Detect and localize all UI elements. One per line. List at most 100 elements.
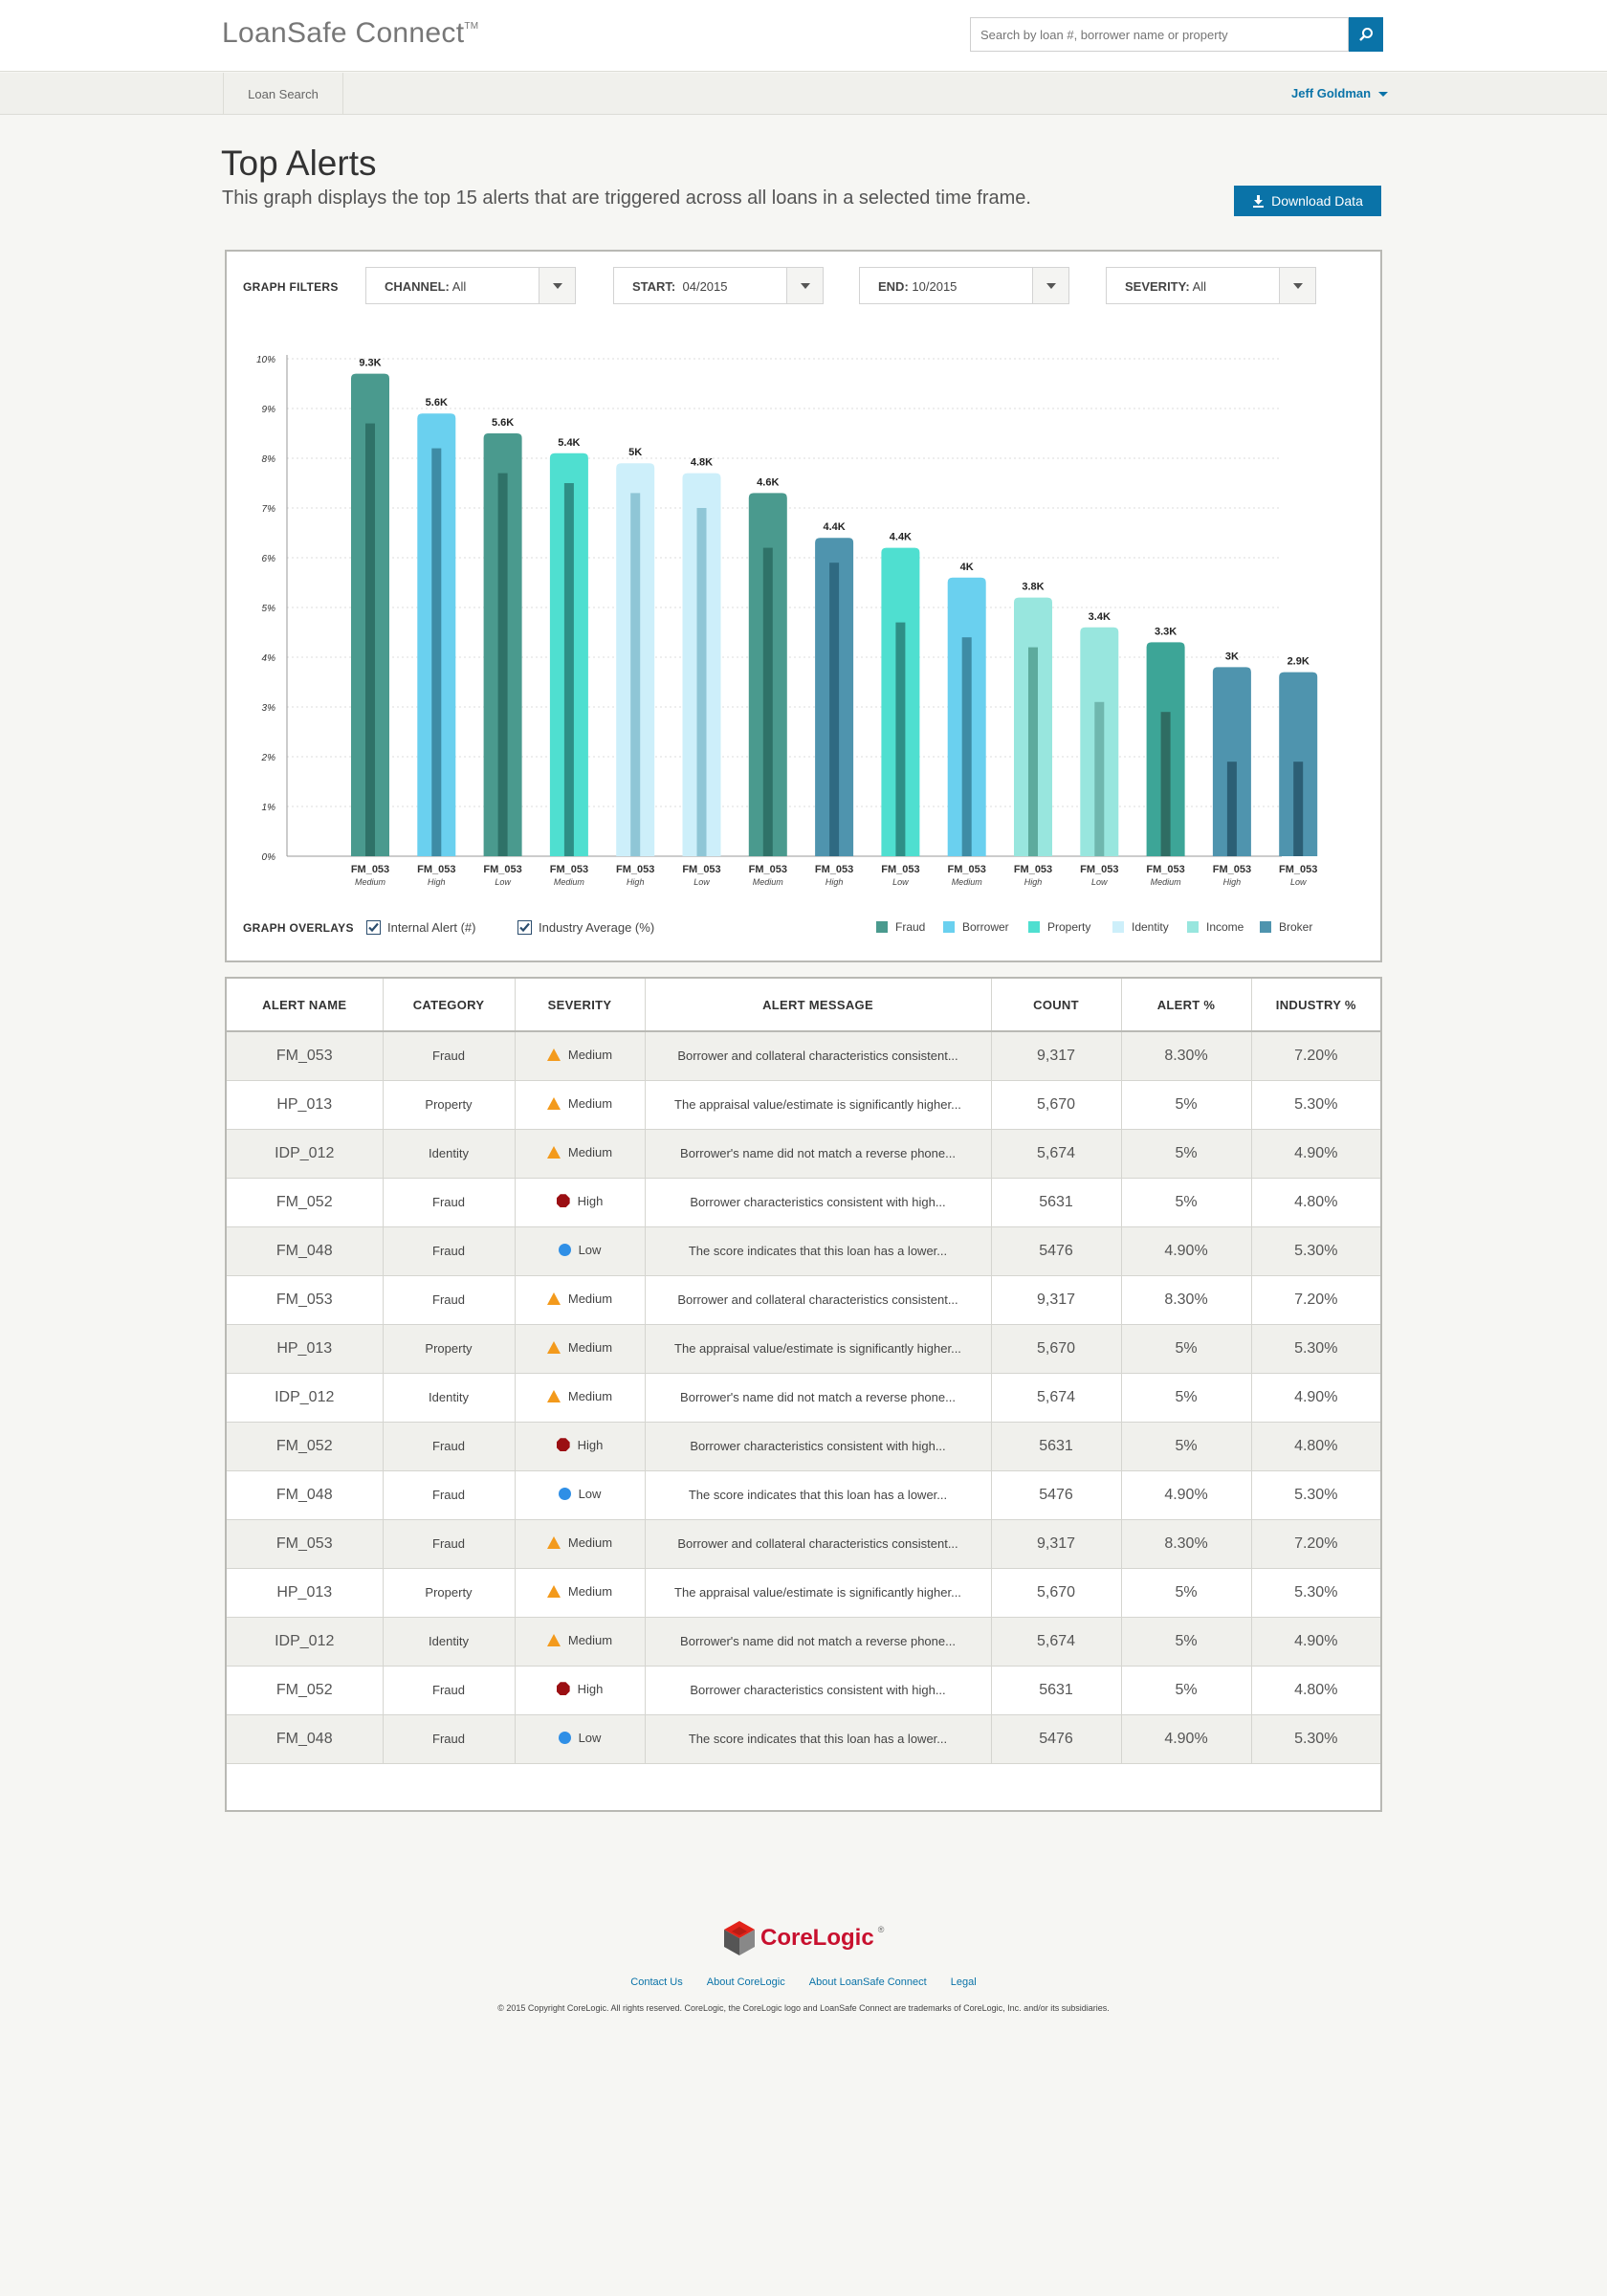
count-cell: 5476	[991, 1226, 1122, 1276]
table-row[interactable]: FM_053 Fraud Medium Borrower and collateral…	[227, 1519, 1380, 1569]
x-tick-label: FM_053	[351, 864, 389, 875]
count-cell: 5631	[991, 1666, 1122, 1715]
checkbox-checked-icon	[517, 920, 532, 935]
footer-link-legal[interactable]: Legal	[950, 1976, 977, 1988]
x-tick-sublabel: Low	[693, 877, 710, 887]
legend-swatch	[1028, 921, 1040, 933]
footer-links: Contact Us About CoreLogic About LoanSaf…	[0, 1976, 1607, 1988]
legend-swatch	[876, 921, 888, 933]
category-cell: Fraud	[383, 1470, 516, 1520]
column-header[interactable]: INDUSTRY %	[1251, 979, 1380, 1032]
alert-name-cell: FM_048	[227, 1226, 384, 1276]
alert-message-cell: Borrower's name did not match a reverse …	[645, 1129, 992, 1179]
industry-percent-cell: 5.30%	[1251, 1470, 1380, 1520]
channel-filter[interactable]: CHANNEL: All	[365, 267, 576, 304]
column-header[interactable]: ALERT %	[1121, 979, 1252, 1032]
legend-swatch	[1260, 921, 1271, 933]
category-cell: Property	[383, 1080, 516, 1130]
start-filter[interactable]: START: 04/2015	[613, 267, 824, 304]
severity-indicator: Low	[558, 1487, 601, 1501]
column-header[interactable]: SEVERITY	[515, 979, 646, 1032]
industry-percent-cell: 4.80%	[1251, 1178, 1380, 1227]
table-row[interactable]: IDP_012 Identity Medium Borrower's name did…	[227, 1617, 1380, 1667]
industry-average-bar	[1226, 762, 1237, 856]
alert-message-cell: The score indicates that this loan has a…	[645, 1470, 992, 1520]
industry-average-checkbox[interactable]: Industry Average (%)	[517, 920, 654, 935]
severity-label: Medium	[567, 1535, 613, 1550]
search-button[interactable]	[1349, 17, 1383, 52]
x-tick-label: FM_053	[1213, 864, 1251, 875]
end-filter-key: END:	[878, 279, 909, 294]
user-menu[interactable]: Jeff Goldman	[1291, 86, 1389, 100]
category-cell: Fraud	[383, 1275, 516, 1325]
channel-filter-value: All	[451, 279, 467, 294]
end-filter[interactable]: END: 10/2015	[859, 267, 1069, 304]
x-tick-label: FM_053	[682, 864, 720, 875]
table-row[interactable]: FM_053 Fraud Medium Borrower and collateral…	[227, 1031, 1380, 1081]
table-row[interactable]: FM_052 Fraud High Borrower characteristics …	[227, 1422, 1380, 1471]
table-row[interactable]: IDP_012 Identity Medium Borrower's name did…	[227, 1129, 1380, 1179]
alert-percent-cell: 8.30%	[1121, 1519, 1252, 1569]
footer-link-about-loansafe[interactable]: About LoanSafe Connect	[808, 1976, 927, 1988]
table-row[interactable]: FM_048 Fraud Low The score indicates that t…	[227, 1226, 1380, 1276]
alert-name-cell: IDP_012	[227, 1129, 384, 1179]
footer-link-about-corelogic[interactable]: About CoreLogic	[706, 1976, 785, 1988]
x-tick-sublabel: High	[1223, 877, 1242, 887]
industry-average-bar	[961, 637, 972, 856]
count-cell: 9,317	[991, 1519, 1122, 1569]
count-cell: 9,317	[991, 1275, 1122, 1325]
legend-label: Income	[1206, 920, 1244, 934]
alert-message-cell: Borrower and collateral characteristics …	[645, 1519, 992, 1569]
footer-link-contact[interactable]: Contact Us	[630, 1976, 683, 1988]
column-header[interactable]: ALERT NAME	[227, 979, 384, 1032]
column-header[interactable]: CATEGORY	[383, 979, 516, 1032]
severity-cell: Medium	[515, 1031, 646, 1081]
internal-alert-checkbox[interactable]: Internal Alert (#)	[366, 920, 476, 935]
start-filter-key: START:	[632, 279, 676, 294]
x-tick-sublabel: Medium	[753, 877, 784, 887]
x-tick-label: FM_053	[815, 864, 853, 875]
alert-message-cell: The score indicates that this loan has a…	[645, 1714, 992, 1764]
severity-filter[interactable]: SEVERITY: All	[1106, 267, 1316, 304]
table-row[interactable]: HP_013 Property Medium The appraisal value/…	[227, 1568, 1380, 1618]
warning-triangle-icon	[546, 1341, 561, 1354]
industry-average-bar	[1094, 701, 1105, 856]
table-row[interactable]: HP_013 Property Medium The appraisal value/…	[227, 1324, 1380, 1374]
industry-percent-cell: 4.90%	[1251, 1373, 1380, 1423]
table-row[interactable]: FM_048 Fraud Low The score indicates that t…	[227, 1714, 1380, 1764]
data-label: 3.3K	[1155, 626, 1177, 637]
y-tick-label: 7%	[262, 504, 276, 515]
table-row[interactable]: HP_013 Property Medium The appraisal value/…	[227, 1080, 1380, 1130]
table-row[interactable]: FM_052 Fraud High Borrower characteristics …	[227, 1178, 1380, 1227]
alert-name-cell: FM_052	[227, 1666, 384, 1715]
x-tick-sublabel: Low	[1091, 877, 1108, 887]
industry-average-label: Industry Average (%)	[539, 920, 655, 935]
table-row[interactable]: FM_052 Fraud High Borrower characteristics …	[227, 1666, 1380, 1715]
severity-indicator: Medium	[546, 1389, 612, 1403]
graph-overlays-label: GRAPH OVERLAYS	[243, 921, 354, 935]
industry-average-bar	[431, 448, 442, 856]
alert-name-cell: FM_052	[227, 1422, 384, 1471]
download-data-button[interactable]: Download Data	[1234, 186, 1381, 216]
table-row[interactable]: FM_048 Fraud Low The score indicates that t…	[227, 1470, 1380, 1520]
info-dot-icon	[558, 1732, 571, 1744]
app-logo[interactable]: LoanSafe ConnectTM	[222, 17, 478, 50]
table-row[interactable]: IDP_012 Identity Medium Borrower's name did…	[227, 1373, 1380, 1423]
warning-triangle-icon	[546, 1146, 561, 1159]
severity-label: High	[577, 1437, 604, 1452]
search-input[interactable]	[970, 17, 1349, 52]
column-header[interactable]: COUNT	[991, 979, 1122, 1032]
warning-triangle-icon	[546, 1585, 561, 1598]
column-header[interactable]: ALERT MESSAGE	[645, 979, 992, 1032]
industry-average-bar	[829, 563, 840, 856]
x-tick-sublabel: Low	[495, 877, 511, 887]
warning-triangle-icon	[546, 1097, 561, 1110]
page-title: Top Alerts	[221, 144, 377, 183]
alert-name-cell: IDP_012	[227, 1373, 384, 1423]
category-cell: Fraud	[383, 1422, 516, 1471]
data-label: 4.4K	[823, 521, 845, 533]
x-tick-sublabel: Medium	[554, 877, 585, 887]
table-row[interactable]: FM_053 Fraud Medium Borrower and collateral…	[227, 1275, 1380, 1325]
industry-average-bar	[630, 493, 641, 856]
nav-loan-search[interactable]: Loan Search	[223, 73, 343, 115]
